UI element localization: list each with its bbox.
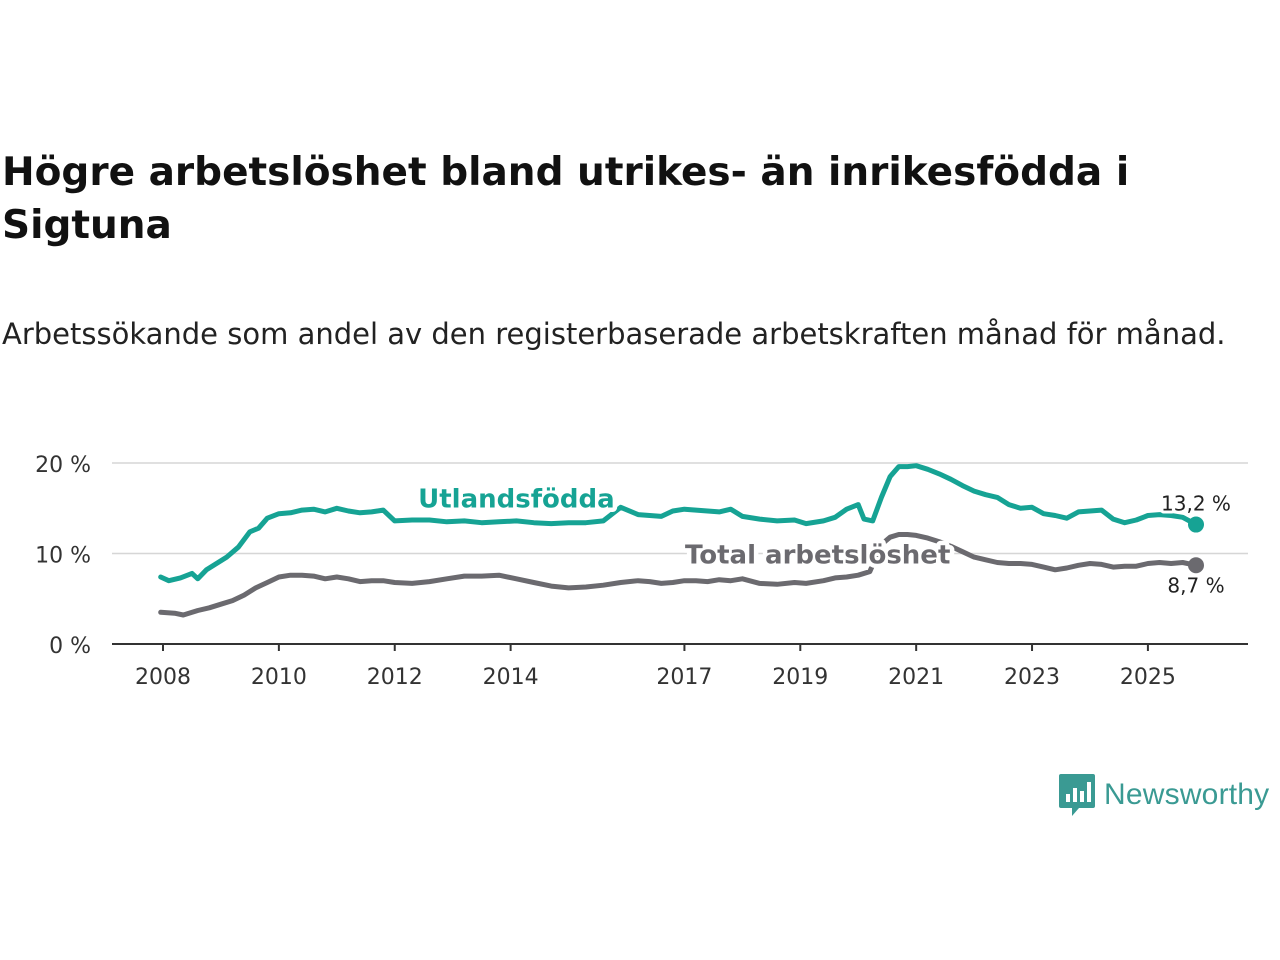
- line-chart: 0 % 10 % 20 % 2008 2010 2012 2014 2017 2019 2021 2…: [35, 453, 1248, 690]
- end-point-total: [1188, 557, 1204, 574]
- series-line-utlandsfodda: [158, 463, 1199, 584]
- y-tick-label: 10 %: [35, 544, 91, 569]
- x-tick-label: 2023: [1004, 665, 1060, 690]
- x-tick-label: 2010: [251, 665, 307, 690]
- x-tick-label: 2017: [656, 665, 712, 690]
- axes: 0 % 10 % 20 % 2008 2010 2012 2014 2017 2019 2021 2…: [35, 453, 1248, 690]
- x-tick-label: 2012: [367, 665, 423, 690]
- gridlines: [112, 462, 1248, 555]
- y-tick-label: 20 %: [35, 453, 91, 478]
- newsworthy-logo: Newsworthy: [1058, 772, 1269, 818]
- series-line-total: [158, 532, 1199, 618]
- end-value-label: 8,7 %: [1167, 573, 1224, 597]
- series-lines: [158, 463, 1199, 618]
- x-tick-label: 2021: [888, 665, 944, 690]
- series-name-label: Total arbetslöshet: [685, 540, 950, 570]
- chart-title: Högre arbetslöshet bland utrikes- än inr…: [2, 150, 1130, 248]
- labels: 13,2 % 8,7 % Utlandsfödda Total arbetslöshe…: [414, 480, 1234, 600]
- newsworthy-logo-icon: [1059, 774, 1095, 816]
- end-value-label: 13,2 %: [1161, 492, 1231, 516]
- series-name-label: Utlandsfödda: [418, 484, 615, 514]
- x-tick-label: 2019: [772, 665, 828, 690]
- brand-name: Newsworthy: [1104, 778, 1270, 811]
- y-tick-label: 0 %: [49, 634, 91, 659]
- x-tick-label: 2008: [135, 665, 191, 690]
- end-point-utlandsfodda: [1188, 516, 1204, 533]
- x-tick-label: 2014: [483, 665, 539, 690]
- chart-subtitle: Arbetssökande som andel av den registerb…: [2, 317, 1226, 351]
- x-tick-label: 2025: [1120, 665, 1176, 690]
